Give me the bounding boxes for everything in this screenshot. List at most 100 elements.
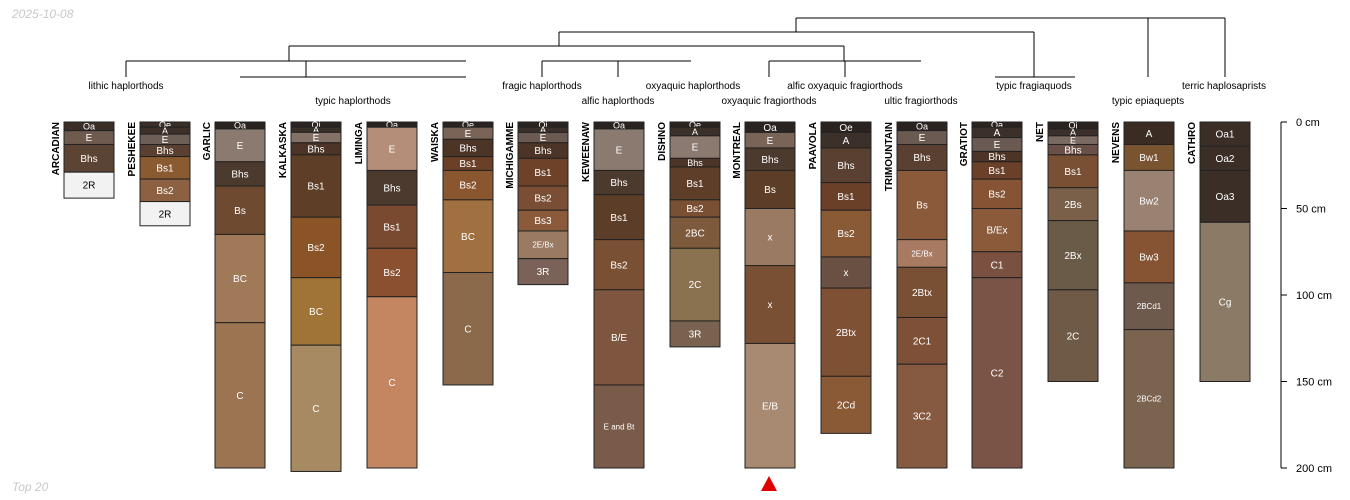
horizon-label: E — [540, 133, 547, 144]
horizon-label: 2C1 — [913, 336, 932, 347]
horizon-label: B/Ex — [986, 226, 1007, 237]
horizon-label: Bhs — [610, 178, 627, 189]
horizon-label: C — [236, 391, 243, 402]
horizon — [820, 209, 872, 258]
horizon-label: E — [1070, 135, 1076, 145]
horizon-label: 2Btx — [836, 328, 856, 339]
dendro-link — [558, 31, 1035, 77]
horizon — [971, 208, 1023, 253]
dendro-link — [541, 60, 691, 77]
horizon — [442, 199, 494, 274]
horizon — [517, 230, 569, 260]
horizon-label: 2C — [689, 280, 702, 291]
dendro-link — [125, 60, 466, 77]
depth-axis: 0 cm 50 cm 100 cm 150 cm 200 cm — [1280, 117, 1332, 475]
horizon — [366, 126, 418, 171]
horizon-label: Bhs — [156, 146, 173, 157]
horizon-label: Bs2 — [686, 204, 704, 215]
horizon — [1047, 220, 1099, 291]
horizon — [744, 208, 796, 267]
horizon-label: Oa1 — [1216, 130, 1235, 141]
horizon-label: E — [465, 129, 472, 140]
horizon-label: A — [162, 126, 168, 136]
horizon-label: Bs3 — [534, 216, 552, 227]
horizon-label: Bs2 — [534, 194, 552, 205]
marker-triangle — [761, 476, 777, 491]
profile: LIMINGA Oa E Bhs Bs1 Bs2 C — [354, 120, 418, 469]
horizon-label: Bhs — [988, 152, 1005, 163]
horizon-label: E — [389, 144, 396, 155]
horizon — [366, 247, 418, 298]
horizon — [1123, 169, 1175, 232]
horizon — [669, 216, 721, 249]
depth-tick-label: 0 cm — [1296, 117, 1320, 129]
horizon-label: Oa — [386, 120, 398, 130]
horizon-label: 2R — [83, 181, 96, 192]
horizon-label: Bs1 — [307, 182, 325, 193]
horizon — [896, 239, 948, 268]
taxon-label: fragic haplorthods — [502, 81, 582, 92]
profile: NEVENS A Bw1 Bw2 Bw3 2BCd1 2BCd2 — [1111, 121, 1175, 469]
profile-name: LIMINGA — [354, 122, 365, 164]
horizon-label: Oi — [539, 120, 548, 130]
profile: WAISKA OeE Bhs Bs1 Bs2 BC C — [430, 120, 494, 386]
horizon — [214, 185, 266, 235]
horizon-label: E and Bt — [604, 422, 635, 431]
horizon-label: C — [312, 404, 319, 415]
horizon-label: Bs2 — [837, 229, 855, 240]
horizon-label: Bhs — [534, 146, 551, 157]
horizon-label: 2C — [1067, 331, 1080, 342]
horizon-label: A — [1146, 129, 1153, 140]
profile-name: PAAVOLA — [808, 122, 819, 169]
horizon-label: E/B — [762, 401, 778, 412]
profile-name: CATHRO — [1187, 122, 1198, 164]
horizon — [139, 201, 191, 227]
profile-name: TRIMOUNTAIN — [884, 122, 895, 191]
profile-name: MICHIGAMME — [505, 122, 516, 189]
horizon-label: Bhs — [307, 144, 324, 155]
profile: PAAVOLA Oe A Bhs Bs1 Bs2 x 2Btx 2Cd — [808, 121, 872, 434]
horizon-label: BC — [309, 307, 323, 318]
horizon-label: Bs — [764, 185, 776, 196]
horizon-label: E — [616, 145, 623, 156]
taxon-label: ultic fragiorthods — [884, 96, 957, 107]
taxon-label: typic fragiaquods — [996, 81, 1072, 92]
horizon-label: Oe — [462, 120, 474, 130]
horizon — [820, 375, 872, 434]
profile-name: GRATIOT — [959, 122, 970, 166]
horizon-label: Bs1 — [383, 222, 401, 233]
taxon-label: typic haplorthods — [315, 96, 391, 107]
profile-name: WAISKA — [430, 122, 441, 162]
horizon-label: Cg — [1219, 298, 1232, 309]
horizon-label: 3R — [689, 330, 702, 341]
horizon-label: Bhs — [761, 155, 778, 166]
dendrogram — [125, 17, 1226, 78]
horizon-label: A — [692, 127, 698, 137]
horizon-label: 2Bs — [1064, 200, 1081, 211]
horizon — [744, 342, 796, 469]
horizon-label: Bhs — [459, 144, 476, 155]
taxon-label: alfic haplorthods — [582, 96, 655, 107]
horizon-label: Bs2 — [307, 243, 325, 254]
horizon-label: C — [388, 378, 395, 389]
profile-name: KALKASKA — [278, 122, 289, 178]
horizon-label: E — [162, 135, 169, 146]
horizon-label: Oa3 — [1216, 192, 1235, 203]
horizon-label: A — [1070, 128, 1076, 138]
horizon — [593, 289, 645, 386]
horizon — [971, 277, 1023, 469]
horizon — [896, 266, 948, 318]
horizon-label: Bs1 — [837, 192, 855, 203]
depth-tick-label: 50 cm — [1296, 204, 1326, 216]
profile-name: KEWEENAW — [581, 121, 592, 182]
horizon-label: Bs2 — [156, 186, 174, 197]
horizon — [214, 322, 266, 469]
horizon — [971, 251, 1023, 279]
dendro-link — [795, 17, 1226, 77]
horizon-label: Bw3 — [1139, 253, 1159, 264]
horizon — [214, 128, 266, 163]
